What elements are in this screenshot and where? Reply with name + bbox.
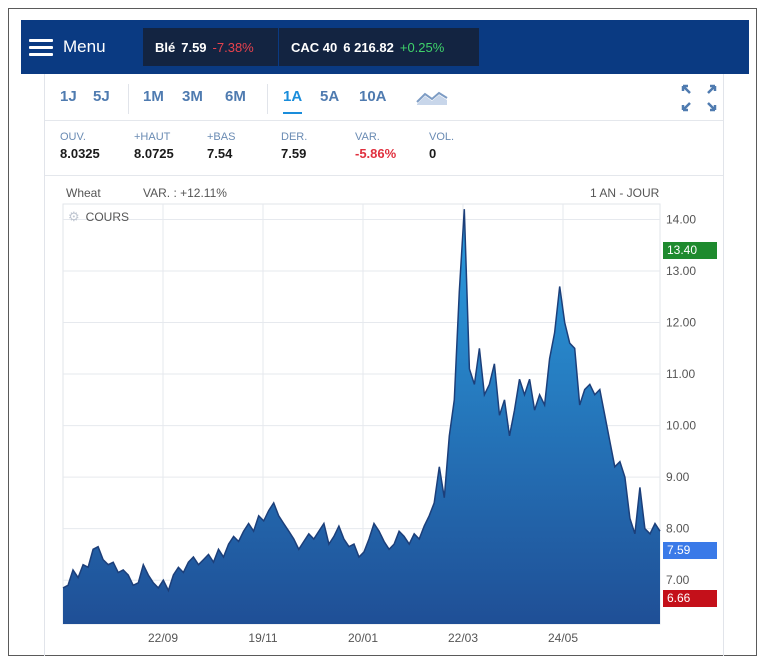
expand-icon[interactable] bbox=[679, 82, 719, 114]
menu-button[interactable]: Menu bbox=[29, 20, 106, 74]
stat-label: +HAUT bbox=[134, 131, 171, 143]
x-tick-label: 19/11 bbox=[248, 631, 277, 645]
price-line bbox=[62, 209, 661, 593]
y-tick-label: 14.00 bbox=[666, 212, 696, 226]
area-chart-icon[interactable] bbox=[415, 88, 449, 106]
period-3m[interactable]: 3M bbox=[182, 88, 203, 105]
x-tick-label: 22/03 bbox=[448, 631, 478, 645]
high-price-tag: 13.40 bbox=[663, 242, 717, 260]
ticker-name: CAC 40 bbox=[291, 39, 338, 55]
stat-variation: VAR. -5.86% bbox=[355, 131, 396, 161]
quote-card: 1J 5J 1M 3M 6M 1A 5A 10A OUV. 8.0325 +HA… bbox=[44, 74, 724, 656]
period-5j[interactable]: 5J bbox=[93, 88, 110, 105]
stat-high: +HAUT 8.0725 bbox=[134, 131, 174, 161]
stat-label: VAR. bbox=[355, 131, 380, 143]
page-frame bbox=[8, 8, 757, 656]
chart-range: 1 AN - JOUR bbox=[590, 186, 660, 200]
ticker-change: -7.38% bbox=[212, 39, 254, 55]
period-6m[interactable]: 6M bbox=[225, 88, 246, 105]
stat-open: OUV. 8.0325 bbox=[60, 131, 100, 161]
last-price-tag: 7.59 bbox=[663, 541, 717, 559]
x-tick-label: 22/09 bbox=[148, 631, 178, 645]
ticker-ble[interactable]: Blé 7.59 -7.38% bbox=[143, 28, 278, 66]
stat-low: +BAS 7.54 bbox=[207, 131, 235, 161]
y-tick-label: 8.00 bbox=[666, 522, 690, 536]
stat-label: DER. bbox=[281, 131, 308, 143]
series-label-text: COURS bbox=[85, 210, 129, 224]
low-price-tag: 6.66 bbox=[663, 589, 717, 607]
gear-icon: ⚙ bbox=[68, 209, 80, 224]
chart-variation: VAR. : +12.11% bbox=[143, 186, 227, 200]
ticker-cac40[interactable]: CAC 40 6 216.82 +0.25% bbox=[279, 28, 479, 66]
price-area bbox=[63, 209, 660, 624]
top-bar: Menu Blé 7.59 -7.38% CAC 40 6 216.82 +0.… bbox=[21, 20, 749, 74]
stat-label: OUV. bbox=[60, 131, 86, 143]
period-1a[interactable]: 1A bbox=[283, 88, 303, 114]
stat-value: 7.54 bbox=[207, 146, 233, 161]
x-tick-label: 24/05 bbox=[548, 631, 578, 645]
stat-value: 8.0725 bbox=[134, 146, 174, 161]
y-tick-label: 11.00 bbox=[666, 367, 695, 381]
y-tick-label: 13.00 bbox=[666, 264, 696, 278]
y-tick-label: 9.00 bbox=[666, 470, 690, 484]
stat-value: 0 bbox=[429, 146, 437, 161]
series-label: ⚙ COURS bbox=[68, 209, 129, 225]
stat-value: -5.86% bbox=[355, 146, 397, 161]
stat-value: 7.59 bbox=[281, 146, 307, 161]
menu-label: Menu bbox=[63, 37, 106, 56]
stat-volume: VOL. 0 bbox=[429, 131, 454, 161]
quote-stats: OUV. 8.0325 +HAUT 8.0725 +BAS 7.54 DER. … bbox=[45, 121, 723, 176]
stat-label: VOL. bbox=[429, 131, 455, 143]
ticker-name: Blé bbox=[155, 39, 176, 55]
stat-label: +BAS bbox=[207, 131, 236, 143]
stat-last: DER. 7.59 bbox=[281, 131, 307, 161]
y-tick-label: 12.00 bbox=[666, 316, 696, 330]
ticker-change: +0.25% bbox=[399, 39, 445, 55]
period-1m[interactable]: 1M bbox=[143, 88, 164, 105]
period-selector: 1J 5J 1M 3M 6M 1A 5A 10A bbox=[45, 74, 723, 121]
divider bbox=[128, 84, 129, 114]
stat-value: 8.0325 bbox=[60, 146, 100, 161]
x-tick-label: 20/01 bbox=[348, 631, 378, 645]
divider bbox=[267, 84, 268, 114]
period-5a[interactable]: 5A bbox=[320, 88, 340, 105]
hamburger-icon bbox=[29, 39, 53, 56]
y-tick-label: 10.00 bbox=[666, 419, 696, 433]
ticker-value: 7.59 bbox=[181, 39, 207, 55]
instrument-name: Wheat bbox=[66, 186, 101, 200]
ticker-value: 6 216.82 bbox=[343, 39, 394, 55]
period-1j[interactable]: 1J bbox=[60, 88, 77, 105]
y-tick-label: 7.00 bbox=[666, 573, 690, 587]
period-10a[interactable]: 10A bbox=[359, 88, 387, 105]
